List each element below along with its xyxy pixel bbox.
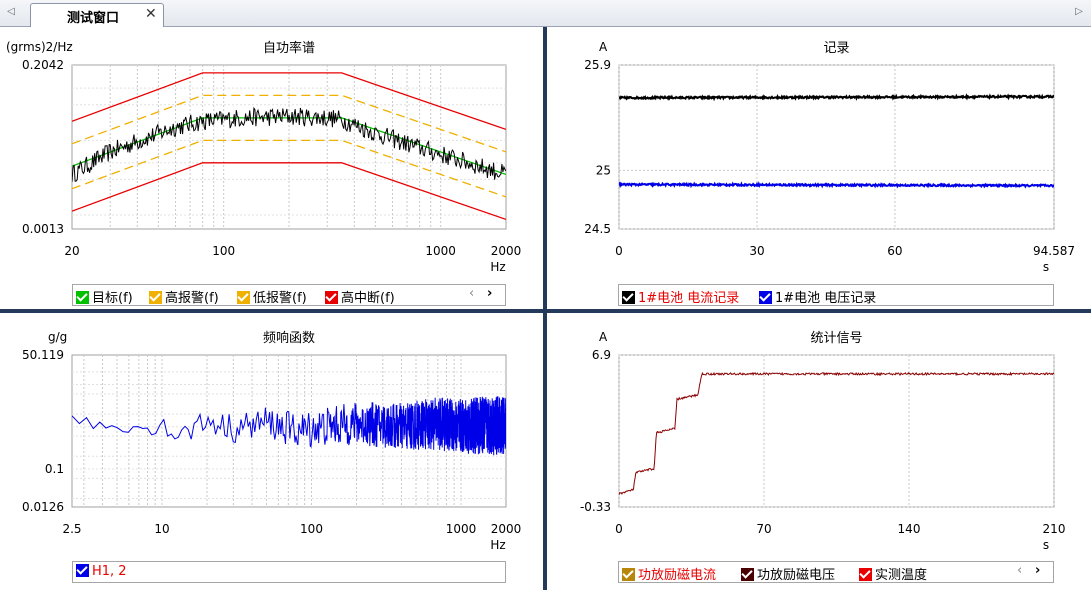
series-line-2 (72, 139, 506, 198)
x-tick-label: 0 (615, 522, 623, 536)
y-tick-label: -0.33 (580, 500, 611, 514)
x-tick-label: 1000 (446, 522, 477, 536)
y-axis-label: g/g (48, 330, 67, 344)
legend-frf: H1, 2 (72, 561, 506, 583)
close-icon[interactable]: ✕ (145, 6, 157, 22)
x-axis-label: s (1043, 260, 1049, 274)
y-tick-label: 0.2042 (22, 58, 64, 72)
x-tick-label: 1000 (425, 244, 456, 258)
legend-item-temperature[interactable]: 实测温度 (859, 564, 927, 583)
tab-scroll-left-icon[interactable]: ◁ (7, 6, 15, 17)
tab-test-window[interactable]: 测试窗口 ✕ (30, 3, 164, 27)
legend-prev-icon[interactable]: ‹ (469, 286, 475, 301)
tab-label: 测试窗口 (67, 11, 120, 26)
measured-psd-line (72, 106, 506, 182)
x-tick-label: 70 (756, 522, 771, 536)
series-line-0 (72, 396, 506, 456)
x-axis-label: s (1043, 538, 1049, 552)
x-tick-label: 100 (300, 522, 323, 536)
y-tick-label: 50.119 (22, 348, 64, 362)
y-tick-label: 25 (596, 163, 611, 177)
series-line-3 (72, 72, 506, 131)
checkbox-icon[interactable] (149, 291, 162, 304)
series-line-1 (619, 181, 1054, 189)
x-axis-label: Hz (490, 538, 505, 552)
tab-scroll-right-icon[interactable]: ▷ (1075, 6, 1083, 17)
x-tick-label: 210 (1043, 522, 1066, 536)
legend-next-icon[interactable]: › (487, 286, 493, 301)
series-line-1 (72, 94, 506, 153)
vertical-divider[interactable] (543, 27, 547, 590)
series-line-0 (619, 371, 1054, 495)
y-tick-label: 24.5 (584, 222, 611, 236)
y-axis-label: (grms)2/Hz (6, 40, 73, 54)
plot-area (618, 354, 1055, 508)
plot-area (618, 64, 1055, 230)
legend-item-low-alarm[interactable]: 低报警(f) (237, 287, 307, 306)
x-tick-label: 10 (154, 522, 169, 536)
chart-title: 频响函数 (263, 330, 315, 346)
y-tick-label: 6.9 (592, 348, 611, 362)
series-line-0 (619, 93, 1054, 102)
x-tick-label: 0 (615, 244, 623, 258)
x-tick-label: 94.587 (1033, 244, 1075, 258)
y-tick-label: 25.9 (584, 58, 611, 72)
y-tick-label: 0.1 (45, 462, 64, 476)
y-axis-label: A (599, 40, 608, 54)
checkbox-icon[interactable] (759, 291, 772, 304)
checkbox-icon[interactable] (741, 568, 754, 581)
chart-title: 统计信号 (810, 331, 862, 346)
legend-item-voltage-record[interactable]: 1#电池 电压记录 (759, 287, 876, 306)
legend-prev-icon[interactable]: ‹ (1017, 563, 1023, 578)
checkbox-icon[interactable] (859, 568, 872, 581)
series-line-3-lower (72, 162, 506, 221)
checkbox-icon[interactable] (622, 568, 635, 581)
x-axis-label: Hz (490, 260, 505, 274)
legend-psd: 目标(f) 高报警(f) 低报警(f) 高中断(f) ‹ › (72, 284, 506, 306)
legend-item-amp-current[interactable]: 功放励磁电流 (622, 564, 716, 583)
y-axis-label: A (599, 330, 608, 344)
checkbox-icon[interactable] (76, 564, 89, 577)
tab-bar: ◁ 测试窗口 ✕ ▷ (0, 0, 1091, 27)
legend-stats: 功放励磁电流 功放励磁电压 实测温度 ‹ › (618, 561, 1054, 583)
x-tick-label: 60 (887, 244, 902, 258)
legend-item-high-abort[interactable]: 高中断(f) (325, 287, 395, 306)
x-tick-label: 2000 (491, 522, 522, 536)
legend-item-amp-voltage[interactable]: 功放励磁电压 (741, 564, 835, 583)
chart-title: 自功率谱 (263, 40, 315, 56)
y-tick-label: 0.0126 (22, 500, 64, 514)
x-tick-label: 30 (749, 244, 764, 258)
checkbox-icon[interactable] (325, 291, 338, 304)
x-tick-label: 140 (898, 522, 921, 536)
x-tick-label: 100 (212, 244, 235, 258)
legend-item-current-record[interactable]: 1#电池 电流记录 (622, 287, 739, 306)
legend-next-icon[interactable]: › (1035, 563, 1041, 578)
x-tick-label: 20 (64, 244, 79, 258)
chart-title: 记录 (823, 41, 849, 56)
checkbox-icon[interactable] (622, 291, 635, 304)
legend-record: 1#电池 电流记录 1#电池 电压记录 (618, 284, 1054, 306)
legend-item-h12[interactable]: H1, 2 (76, 564, 127, 581)
checkbox-icon[interactable] (76, 291, 89, 304)
x-tick-label: 2000 (491, 244, 522, 258)
y-tick-label: 0.0013 (22, 222, 64, 236)
x-tick-label: 2.5 (62, 522, 81, 536)
checkbox-icon[interactable] (237, 291, 250, 304)
horizontal-divider[interactable] (0, 309, 1091, 313)
legend-item-target[interactable]: 目标(f) (76, 287, 133, 306)
legend-item-high-alarm[interactable]: 高报警(f) (149, 287, 219, 306)
